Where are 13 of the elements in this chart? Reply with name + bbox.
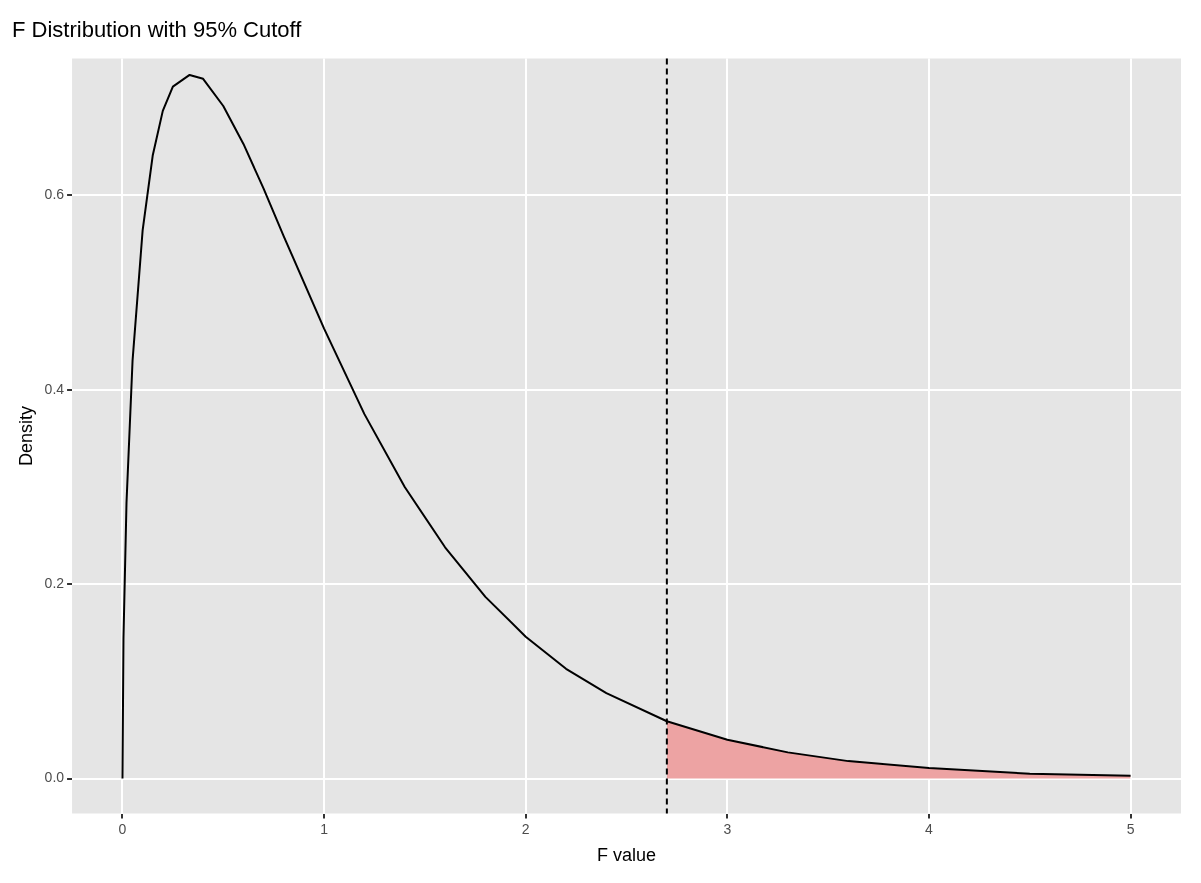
- x-tick-label: 1: [320, 820, 329, 837]
- x-tick-label: 0: [118, 820, 127, 837]
- y-tick-label: 0.6: [44, 186, 65, 203]
- x-tick-label: 4: [925, 820, 934, 837]
- x-tick-label: 3: [723, 820, 732, 837]
- y-tick-label: 0.2: [44, 575, 65, 592]
- y-tick-label: 0.0: [44, 769, 65, 786]
- y-axis-title: Density: [15, 405, 36, 467]
- y-tick-label: 0.4: [44, 380, 65, 397]
- x-axis-title: F value: [597, 845, 657, 866]
- chart-title: F Distribution with 95% Cutoff: [12, 17, 303, 43]
- x-tick-label: 5: [1126, 820, 1135, 837]
- x-tick-label: 2: [521, 820, 530, 837]
